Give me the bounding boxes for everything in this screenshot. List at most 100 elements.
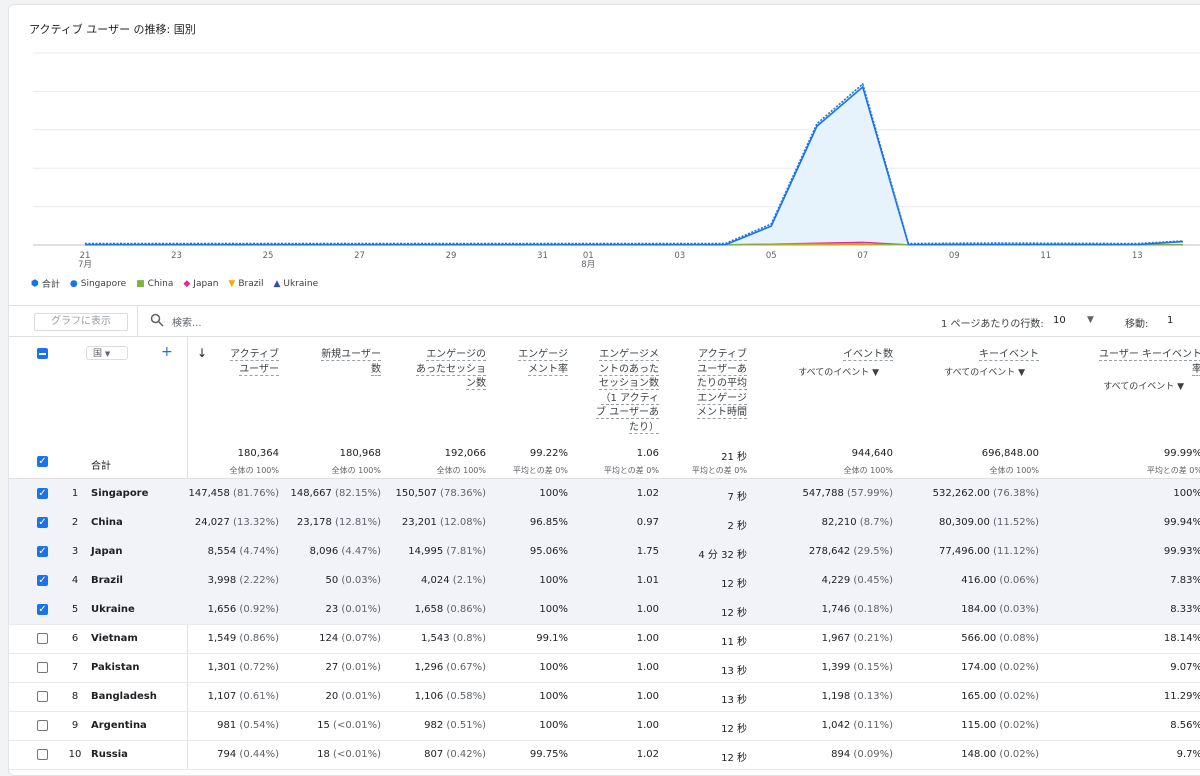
cell-value: 7.83%	[1170, 575, 1200, 586]
column-header[interactable]: アクティブユーザー	[230, 348, 279, 377]
cell-number: 50	[326, 575, 339, 586]
column-header-text: メント率	[528, 364, 568, 376]
column-header-text: メント時間	[697, 407, 747, 419]
column-header[interactable]: 新規ユーザー数	[321, 348, 381, 377]
cell-value: 148.00 (0.02%)	[961, 749, 1039, 760]
total-subtext: 全体の 100%	[332, 465, 381, 476]
total-value: 180,364	[238, 448, 279, 459]
chevron-down-icon[interactable]: ▼	[1087, 315, 1094, 325]
cell-percent: (0.02%)	[996, 720, 1039, 731]
cell-number: 100%	[539, 604, 568, 615]
column-header[interactable]: アクティブユーザーあたりの平均エンゲージメント時間	[697, 348, 747, 421]
cell-number: 124	[319, 633, 338, 644]
cell-value: 532,262.00 (76.38%)	[933, 488, 1039, 499]
column-header[interactable]: キーイベント	[979, 348, 1039, 363]
column-header[interactable]: エンゲージのあったセッション数	[416, 348, 486, 392]
event-filter-select[interactable]: すべてのイベント ▼	[944, 365, 1025, 378]
legend-item[interactable]: ▼Brazil	[228, 277, 263, 290]
column-header-text: ブ ユーザーあ	[596, 407, 659, 419]
cell-value: 1.00	[637, 691, 659, 702]
add-dimension-icon[interactable]: +	[161, 344, 173, 360]
cell-number: 99.75%	[530, 749, 568, 760]
row-checkbox[interactable]	[37, 575, 48, 586]
cell-percent: (0.61%)	[236, 691, 279, 702]
cell-value: 95.06%	[530, 546, 568, 557]
row-checkbox[interactable]	[37, 488, 48, 499]
cell-number: 77,496.00	[939, 546, 990, 557]
row-checkbox[interactable]	[37, 662, 48, 673]
totals-checkbox[interactable]	[37, 456, 48, 467]
row-checkbox[interactable]	[37, 517, 48, 528]
column-header-text: ントのあった	[599, 364, 659, 376]
legend-item[interactable]: ●Singapore	[70, 277, 126, 290]
row-checkbox[interactable]	[37, 604, 48, 615]
dimension-select[interactable]: 国 ▼	[86, 346, 128, 360]
cell-value: 3,998 (2.22%)	[208, 575, 279, 586]
cell-number: 23	[326, 604, 339, 615]
cell-number: 1,042	[822, 720, 851, 731]
total-value: 99.99%	[1164, 448, 1200, 459]
row-checkbox[interactable]	[37, 633, 48, 644]
event-filter-select[interactable]: すべてのイベント ▼	[1103, 379, 1184, 392]
cell-number: 100%	[539, 575, 568, 586]
column-header[interactable]: エンゲージメントのあったセッション数（1 アクティブ ユーザーあたり）	[596, 348, 659, 435]
sort-desc-icon[interactable]: ↓	[197, 346, 207, 360]
dimension-label: 国	[93, 349, 102, 359]
cell-value: 1,658 (0.86%)	[415, 604, 486, 615]
column-header-text: キーイベント	[979, 349, 1039, 361]
cell-value: 1,042 (0.11%)	[822, 720, 893, 731]
total-value: 99.22%	[530, 448, 568, 459]
row-checkbox[interactable]	[37, 749, 48, 760]
legend-item[interactable]: ■China	[136, 277, 173, 290]
rows-per-page-select[interactable]: 10	[1053, 315, 1066, 326]
country-name: Brazil	[91, 575, 123, 586]
cell-number: 24,027	[195, 517, 230, 528]
total-subtext: 平均との差 0%	[692, 465, 747, 476]
search-icon[interactable]	[150, 313, 164, 327]
legend-item[interactable]: ◆Japan	[183, 277, 218, 290]
column-header[interactable]: エンゲージメント率	[518, 348, 568, 377]
cell-number: 13 秒	[721, 666, 747, 677]
column-header[interactable]: イベント数	[843, 348, 893, 363]
cell-percent: (0.54%)	[236, 720, 279, 731]
row-checkbox[interactable]	[37, 546, 48, 557]
select-all-checkbox[interactable]	[37, 348, 48, 359]
cell-percent: (0.07%)	[338, 633, 381, 644]
total-subtext: 全体の 100%	[230, 465, 279, 476]
cell-value: 981 (0.54%)	[217, 720, 279, 731]
plot-rows-button[interactable]: グラフに表示	[34, 313, 128, 331]
cell-value: 1,296 (0.67%)	[415, 662, 486, 673]
row-checkbox[interactable]	[37, 691, 48, 702]
row-checkbox[interactable]	[37, 720, 48, 731]
cell-percent: (7.81%)	[443, 546, 486, 557]
search-input[interactable]: 検索...	[172, 314, 202, 329]
goto-page-input[interactable]: 1	[1167, 315, 1173, 326]
column-header-text: たりの平均	[697, 378, 747, 390]
triangle-down-icon: ▼	[228, 279, 235, 289]
series-line-Singapore	[85, 87, 1183, 245]
cell-percent: (0.11%)	[850, 720, 893, 731]
totals-label: 合計	[91, 457, 111, 472]
cell-value: 115.00 (0.02%)	[961, 720, 1039, 731]
cell-value: 18 (<0.01%)	[317, 749, 381, 760]
legend-item[interactable]: ▲Ukraine	[273, 277, 318, 290]
column-header[interactable]: ユーザー キーイベント率	[1099, 348, 1200, 377]
legend-item[interactable]: ⬢合計	[31, 277, 60, 290]
cell-percent: (2.22%)	[236, 575, 279, 586]
cell-percent: (4.74%)	[236, 546, 279, 557]
x-tick-label: 11	[1040, 251, 1051, 261]
total-subtext: 全体の 100%	[844, 465, 893, 476]
event-filter-select[interactable]: すべてのイベント ▼	[798, 365, 879, 378]
